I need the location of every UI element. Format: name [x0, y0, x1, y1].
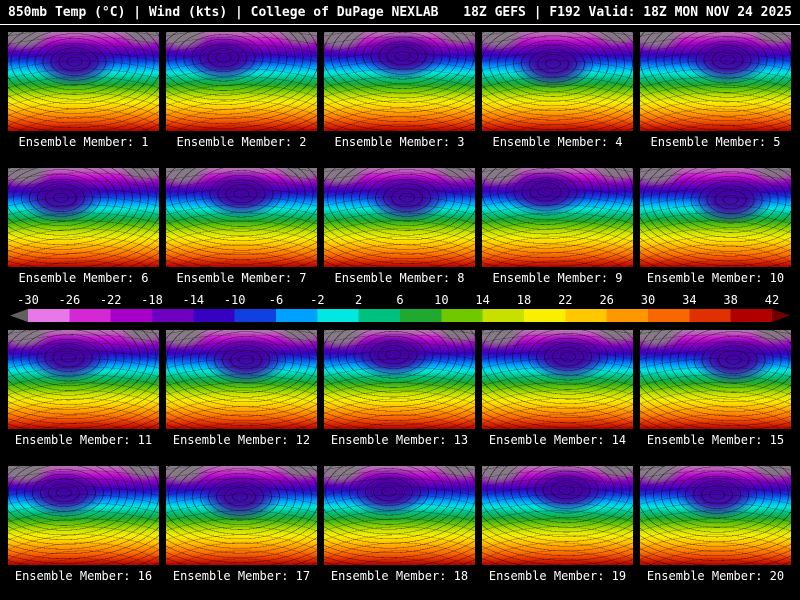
ensemble-member-label: Ensemble Member: 15 — [646, 433, 785, 447]
colorbar-arrow-right — [772, 309, 790, 322]
ensemble-tile: Ensemble Member: 5 — [640, 32, 791, 150]
ensemble-map-18 — [324, 466, 475, 565]
colorbar-tick: -14 — [182, 293, 205, 307]
colorbar-tick: 22 — [558, 293, 573, 307]
colorbar-tick: -6 — [268, 293, 284, 307]
colorbar-tick: 26 — [599, 293, 614, 307]
ensemble-member-label: Ensemble Member: 9 — [492, 271, 623, 285]
ensemble-tile: Ensemble Member: 1 — [8, 32, 159, 150]
colorbar-tick: -10 — [223, 293, 246, 307]
ensemble-member-label: Ensemble Member: 1 — [18, 135, 149, 149]
ensemble-tile: Ensemble Member: 3 — [324, 32, 475, 150]
ensemble-map-17 — [166, 466, 317, 565]
colorbar-tick: 6 — [396, 293, 404, 307]
ensemble-map-2 — [166, 32, 317, 131]
ensemble-tile: Ensemble Member: 16 — [8, 466, 159, 584]
colorbar-tick: -2 — [310, 293, 325, 307]
colorbar-tick: -26 — [58, 293, 81, 307]
ensemble-map-4 — [482, 32, 633, 131]
ensemble-map-13 — [324, 330, 475, 429]
ensemble-row-2: Ensemble Member: 6 Ensemble Member: 7 En… — [0, 168, 800, 286]
ensemble-tile: Ensemble Member: 17 — [166, 466, 317, 584]
ensemble-member-label: Ensemble Member: 3 — [334, 135, 465, 149]
ensemble-tile: Ensemble Member: 13 — [324, 330, 475, 448]
run-valid-info: 18Z GEFS | F192 Valid: 18Z MON NOV 24 20… — [463, 4, 792, 20]
ensemble-member-label: Ensemble Member: 4 — [492, 135, 623, 149]
ensemble-map-7 — [166, 168, 317, 267]
ensemble-member-label: Ensemble Member: 5 — [650, 135, 781, 149]
ensemble-row-1: Ensemble Member: 1 Ensemble Member: 2 En… — [0, 32, 800, 150]
ensemble-map-11 — [8, 330, 159, 429]
ensemble-map-6 — [8, 168, 159, 267]
colorbar-tick: -22 — [99, 293, 122, 307]
colorbar-tick-labels: -30 -26 -22 -18 -14 -10 -6 -2 2 6 10 14 … — [17, 293, 779, 307]
colorbar-tick: -18 — [141, 293, 163, 307]
colorbar-strip — [10, 309, 790, 322]
ensemble-map-12 — [166, 330, 317, 429]
ensemble-tile: Ensemble Member: 19 — [482, 466, 633, 584]
ensemble-map-3 — [324, 32, 475, 131]
ensemble-tile: Ensemble Member: 11 — [8, 330, 159, 448]
ensemble-map-1 — [8, 32, 159, 131]
colorbar-tick: 30 — [640, 293, 656, 307]
ensemble-tile: Ensemble Member: 7 — [166, 168, 317, 286]
colorbar-tick: 2 — [355, 293, 363, 307]
ensemble-tile: Ensemble Member: 6 — [8, 168, 159, 286]
colorbar-tick: 34 — [682, 293, 697, 307]
ensemble-member-label: Ensemble Member: 13 — [330, 433, 469, 447]
ensemble-member-label: Ensemble Member: 8 — [334, 271, 465, 285]
ensemble-map-19 — [482, 466, 633, 565]
ensemble-map-5 — [640, 32, 791, 131]
ensemble-tile: Ensemble Member: 8 — [324, 168, 475, 286]
ensemble-tile: Ensemble Member: 2 — [166, 32, 317, 150]
product-title: 850mb Temp (°C) | Wind (kts) | College o… — [8, 4, 439, 20]
ensemble-member-label: Ensemble Member: 2 — [176, 135, 307, 149]
ensemble-row-3: Ensemble Member: 11 Ensemble Member: 12 … — [0, 330, 800, 448]
colorbar-tick: 10 — [434, 293, 449, 307]
ensemble-member-label: Ensemble Member: 20 — [646, 569, 785, 583]
ensemble-tile: Ensemble Member: 10 — [640, 168, 791, 286]
colorbar-arrow-left — [10, 309, 28, 322]
ensemble-member-label: Ensemble Member: 14 — [488, 433, 627, 447]
colorbar-tick: 42 — [764, 293, 780, 307]
ensemble-member-label: Ensemble Member: 12 — [172, 433, 311, 447]
ensemble-tile: Ensemble Member: 15 — [640, 330, 791, 448]
ensemble-tile: Ensemble Member: 12 — [166, 330, 317, 448]
ensemble-map-15 — [640, 330, 791, 429]
ensemble-row-4: Ensemble Member: 16 Ensemble Member: 17 … — [0, 466, 800, 584]
ensemble-tile: Ensemble Member: 14 — [482, 330, 633, 448]
ensemble-tile: Ensemble Member: 18 — [324, 466, 475, 584]
colorbar-gradient — [28, 309, 772, 322]
ensemble-member-label: Ensemble Member: 6 — [18, 271, 149, 285]
ensemble-member-label: Ensemble Member: 16 — [14, 569, 153, 583]
ensemble-member-label: Ensemble Member: 10 — [646, 271, 785, 285]
ensemble-map-8 — [324, 168, 475, 267]
colorbar-tick: 18 — [516, 293, 532, 307]
header-bar: 850mb Temp (°C) | Wind (kts) | College o… — [0, 0, 800, 25]
ensemble-member-label: Ensemble Member: 17 — [172, 569, 311, 583]
ensemble-member-label: Ensemble Member: 11 — [14, 433, 153, 447]
ensemble-map-20 — [640, 466, 791, 565]
colorbar-tick: 14 — [475, 293, 490, 307]
ensemble-map-16 — [8, 466, 159, 565]
ensemble-map-10 — [640, 168, 791, 267]
ensemble-member-label: Ensemble Member: 7 — [176, 271, 307, 285]
ensemble-tile: Ensemble Member: 20 — [640, 466, 791, 584]
ensemble-tile: Ensemble Member: 9 — [482, 168, 633, 286]
ensemble-tile: Ensemble Member: 4 — [482, 32, 633, 150]
colorbar-tick: 38 — [723, 293, 738, 307]
ensemble-member-label: Ensemble Member: 18 — [330, 569, 469, 583]
ensemble-map-9 — [482, 168, 633, 267]
ensemble-member-label: Ensemble Member: 19 — [488, 569, 627, 583]
ensemble-map-14 — [482, 330, 633, 429]
temperature-colorbar: -30 -26 -22 -18 -14 -10 -6 -2 2 6 10 14 … — [10, 294, 790, 322]
colorbar-tick: -30 — [17, 293, 39, 307]
